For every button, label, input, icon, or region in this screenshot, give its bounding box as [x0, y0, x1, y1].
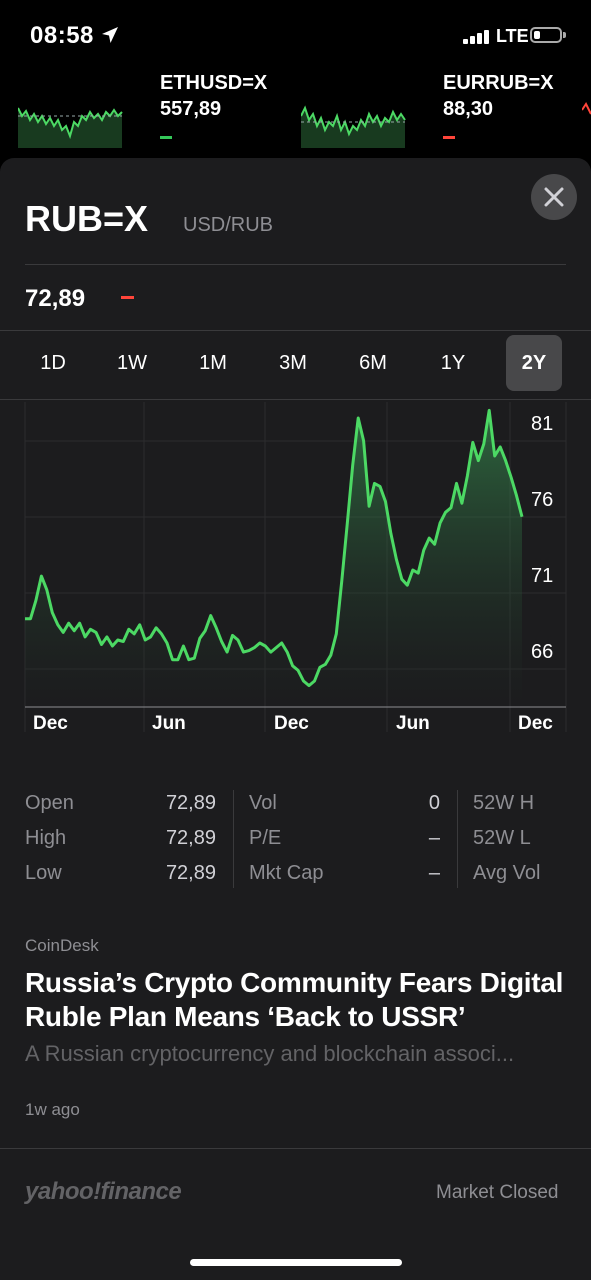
chart-y-tick-label: 81	[531, 413, 553, 435]
chart-x-tick-label: Dec	[33, 713, 68, 734]
stat-pe-value: –	[428, 827, 440, 849]
price-chart[interactable]: 81 76 71 66 Dec Jun Dec Jun Dec	[0, 402, 591, 742]
stat-vol-value: 0	[428, 792, 440, 814]
battery-icon	[530, 27, 562, 43]
range-tab-6m[interactable]: 6M	[359, 352, 387, 374]
price-change-indicator	[121, 296, 134, 299]
stat-high-value: 72,89	[165, 827, 216, 849]
news-source: CoinDesk	[25, 936, 99, 955]
status-time: 08:58	[30, 22, 94, 49]
stat-low-value: 72,89	[165, 862, 216, 884]
close-icon	[544, 187, 564, 207]
news-summary: A Russian cryptocurrency and blockchain …	[25, 1041, 515, 1066]
chart-x-tick-label: Dec	[274, 713, 309, 734]
stat-52wh-label: 52W H	[473, 792, 535, 814]
status-bar: 08:58 LTE	[0, 0, 591, 70]
current-price: 72,89	[25, 285, 86, 312]
news-title[interactable]: Russia’s Crypto Community Fears Digital …	[25, 967, 564, 1032]
chart-y-tick-label: 66	[531, 641, 553, 663]
news-age: 1w ago	[25, 1100, 80, 1119]
home-indicator[interactable]	[190, 1259, 402, 1266]
ticker-symbol-1: EURRUB=X	[443, 72, 554, 94]
chart-x-tick-label: Dec	[518, 713, 553, 734]
stat-mktcap-label: Mkt Cap	[249, 862, 324, 884]
ticker-price-1: 88,30	[443, 98, 494, 120]
ticker-trend-1	[443, 136, 455, 139]
stat-vol-label: Vol	[249, 792, 277, 814]
range-tab-1w[interactable]: 1W	[117, 352, 147, 374]
ticker-symbol-0: ETHUSD=X	[160, 72, 268, 94]
quote-sheet: RUB=X USD/RUB 72,89 1D 1W 1M 3M 6M 1Y 2Y…	[0, 158, 591, 1280]
market-status: Market Closed	[436, 1182, 559, 1203]
chart-x-tick-label: Jun	[396, 713, 430, 734]
battery-cap	[563, 32, 566, 38]
currency-pair: USD/RUB	[183, 214, 274, 236]
stat-open-label: Open	[25, 792, 74, 814]
cellular-signal-icon	[463, 30, 489, 44]
stat-avgvol-label: Avg Vol	[473, 862, 541, 884]
footer-divider	[0, 1148, 591, 1149]
page-title: RUB=X	[25, 198, 149, 239]
ticker-sparkline-1	[301, 105, 406, 148]
ticker-trend-0	[160, 136, 172, 139]
price-divider	[0, 330, 591, 331]
close-button[interactable]	[531, 174, 577, 220]
chart-y-tick-label: 71	[531, 565, 553, 587]
stat-separator	[233, 790, 234, 888]
chart-x-tick-label: Jun	[152, 713, 186, 734]
ticker-sparkline-2	[582, 102, 591, 115]
chart-y-tick-label: 76	[531, 489, 553, 511]
ticker-strip[interactable]: ETHUSD=X 557,89 EURRUB=X 88,30	[0, 70, 591, 160]
network-type: LTE	[496, 26, 529, 46]
stat-mktcap-value: –	[428, 862, 440, 884]
ticker-sparkline-0	[18, 107, 123, 148]
range-tab-3m[interactable]: 3M	[279, 352, 307, 374]
stat-open-value: 72,89	[165, 792, 216, 814]
yahoo-finance-logo[interactable]: yahoo!finance	[25, 1178, 182, 1205]
stat-separator	[457, 790, 458, 888]
range-tab-2y[interactable]: 2Y	[506, 335, 562, 391]
chart-line	[25, 408, 524, 688]
chart-area	[25, 410, 522, 707]
stat-52wl-label: 52W L	[473, 827, 531, 849]
tabs-divider	[0, 399, 591, 400]
range-tab-1d[interactable]: 1D	[40, 352, 66, 374]
stat-low-label: Low	[25, 862, 62, 884]
ticker-price-0: 557,89	[160, 98, 222, 120]
range-tab-1y[interactable]: 1Y	[440, 352, 466, 374]
stat-pe-label: P/E	[249, 827, 282, 849]
stat-high-label: High	[25, 827, 67, 849]
location-arrow-icon	[102, 27, 118, 43]
header-divider	[25, 264, 566, 265]
range-tab-1m[interactable]: 1M	[199, 352, 227, 374]
